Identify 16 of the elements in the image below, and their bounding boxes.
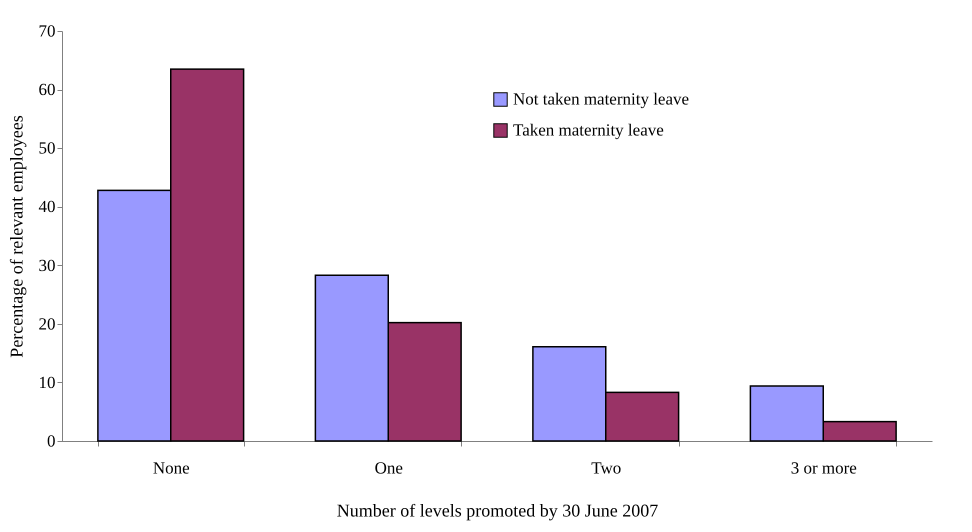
x-tick-label: Two xyxy=(591,458,622,478)
x-axis-title: Number of levels promoted by 30 June 2007 xyxy=(336,500,658,520)
y-axis-title: Percentage of relevant employees xyxy=(6,115,26,358)
y-tick-label: 0 xyxy=(47,432,56,450)
y-tick-label: 50 xyxy=(38,138,56,158)
legend-label: Not taken maternity leave xyxy=(513,90,690,108)
y-tick-label: 20 xyxy=(38,314,56,334)
y-tick-label: 30 xyxy=(38,256,56,275)
legend-label: Taken maternity leave xyxy=(513,120,664,140)
y-tick-label: 70 xyxy=(38,22,56,40)
y-tick-label: 10 xyxy=(38,372,56,392)
y-tick-label: 60 xyxy=(38,80,56,100)
x-tick-label: One xyxy=(374,458,403,478)
y-tick-label: 40 xyxy=(38,197,56,216)
x-tick-label: None xyxy=(152,458,190,478)
x-tick-label: 3 or more xyxy=(790,458,857,478)
